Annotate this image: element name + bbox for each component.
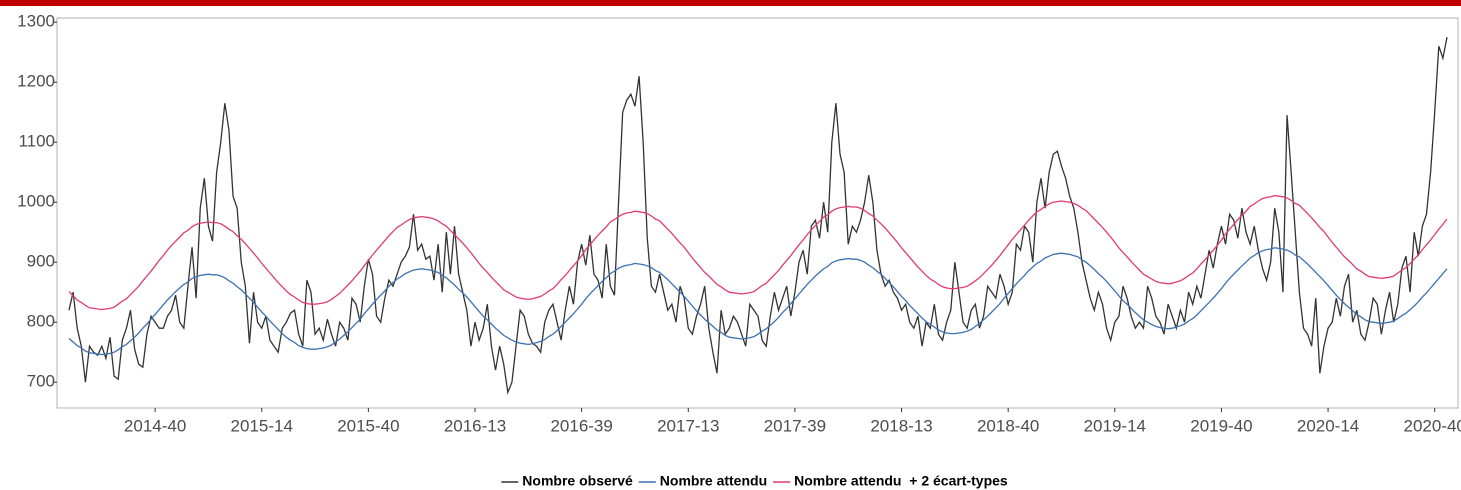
legend-label: Nombre attendu [660, 473, 767, 489]
y-tick-label: 700 [27, 372, 55, 391]
y-tick-label: 800 [27, 312, 55, 331]
x-tick-label: 2016-13 [444, 416, 506, 435]
y-tick-label: 900 [27, 252, 55, 271]
y-tick-label: 1000 [17, 192, 55, 211]
y-tick-label: 1100 [18, 132, 55, 151]
legend: Nombre observé Nombre attendu Nombre atten… [501, 473, 1008, 489]
x-tick-label: 2015-40 [337, 416, 399, 435]
x-tick-label: 2016-39 [550, 416, 612, 435]
plot-panel [56, 17, 1459, 409]
x-tick-label: 2019-14 [1084, 416, 1146, 435]
y-tick-label: 1300 [17, 12, 55, 31]
x-tick-label: 2020-40 [1404, 416, 1461, 435]
legend-label: Nombre attendu + 2 écart-types [794, 473, 1008, 489]
x-tick-label: 2017-13 [657, 416, 719, 435]
series-line [68, 194, 1448, 311]
y-tick-label: 1200 [17, 72, 55, 91]
x-tick-label: 2020-14 [1297, 416, 1359, 435]
legend-label: Nombre observé [522, 473, 633, 489]
x-tick-label: 2018-40 [977, 416, 1039, 435]
series-line [68, 247, 1448, 356]
top-bar [0, 0, 1461, 6]
x-tick-label: 2014-40 [124, 416, 186, 435]
series-line [68, 37, 1448, 395]
x-tick-label: 2018-13 [870, 416, 932, 435]
x-tick-label: 2017-39 [764, 416, 826, 435]
x-tick-label: 2015-14 [231, 416, 293, 435]
x-tick-label: 2019-40 [1190, 416, 1252, 435]
